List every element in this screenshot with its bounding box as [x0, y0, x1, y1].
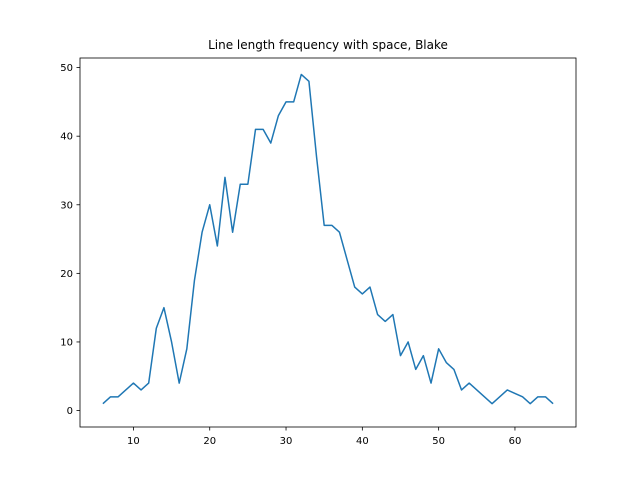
y-tick-label: 40: [60, 132, 73, 143]
x-tick-label: 60: [509, 436, 522, 447]
y-tick-label: 20: [60, 269, 73, 280]
y-tick-label: 30: [60, 200, 73, 211]
x-tick-label: 10: [127, 436, 140, 447]
y-axis: 0 10 20 30 40 50: [60, 63, 80, 417]
chart-title: Line length frequency with space, Blake: [208, 38, 448, 52]
plot-area: [102, 73, 554, 405]
y-tick-label: 0: [67, 406, 73, 417]
x-axis: 10 20 30 40 50 60: [127, 427, 521, 447]
axes-frame: [79, 57, 577, 428]
x-tick-label: 40: [356, 436, 369, 447]
y-tick-label: 10: [60, 337, 73, 348]
x-tick-label: 20: [203, 436, 216, 447]
x-tick-label: 30: [280, 436, 293, 447]
series-line-0: [102, 73, 554, 405]
y-tick-label: 50: [60, 63, 73, 74]
x-tick-label: 50: [432, 436, 445, 447]
